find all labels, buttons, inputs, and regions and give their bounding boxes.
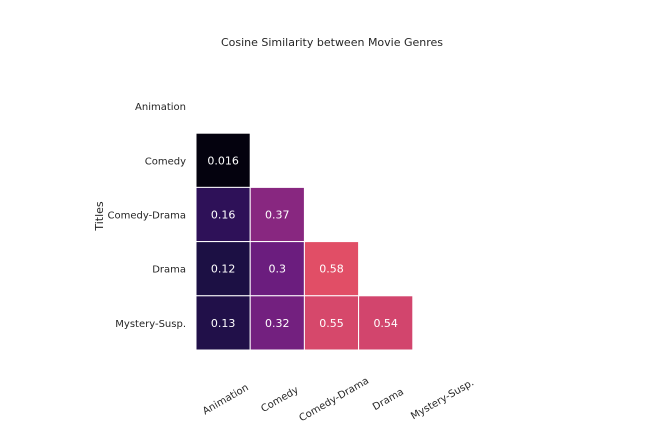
x-tick-label: Drama — [371, 387, 406, 413]
y-tick-label: Comedy — [145, 156, 186, 167]
x-tick-label: Mystery-Susp. — [409, 377, 476, 422]
y-tick-label: Drama — [152, 265, 186, 276]
y-tick-label: Mystery-Susp. — [115, 319, 186, 330]
cell-value-label: 0.16 — [211, 209, 236, 222]
cell-value-label: 0.54 — [373, 317, 398, 330]
heatmap-cell — [249, 186, 305, 243]
heatmap-cell — [195, 295, 251, 351]
chart-title: Cosine Similarity between Movie Genres — [221, 36, 443, 49]
cell-value-label: 0.3 — [269, 263, 287, 276]
cell-value-label: 0.58 — [319, 263, 344, 276]
x-tick-label: Animation — [201, 382, 251, 417]
heatmap-cell — [249, 295, 305, 351]
y-tick-label: Comedy-Drama — [107, 211, 186, 222]
y-tick-labels: Animation Comedy Comedy-Drama Drama Mystery-… — [107, 102, 186, 330]
heatmap-cell — [195, 132, 251, 188]
heatmap-cell — [303, 241, 360, 297]
y-axis-label: Titles — [93, 201, 106, 232]
cell-value-label: 0.016 — [207, 154, 239, 167]
x-tick-label: Comedy — [259, 385, 300, 415]
y-tick-label: Animation — [135, 102, 186, 113]
cell-value-label: 0.32 — [265, 317, 290, 330]
cell-value-label: 0.37 — [265, 209, 290, 222]
cell-value-label: 0.12 — [211, 263, 236, 276]
cell-value-label: 0.13 — [211, 317, 236, 330]
heatmap-cells: 0.016 0.16 0.37 0.12 0.3 0.58 0.13 0.32 0.55 0.54 — [195, 132, 414, 351]
heatmap-cell — [195, 186, 251, 243]
heatmap-cell — [358, 295, 414, 351]
x-tick-label: Comedy-Drama — [298, 375, 371, 424]
cell-value-label: 0.55 — [319, 317, 344, 330]
heatmap-cell — [303, 295, 360, 351]
